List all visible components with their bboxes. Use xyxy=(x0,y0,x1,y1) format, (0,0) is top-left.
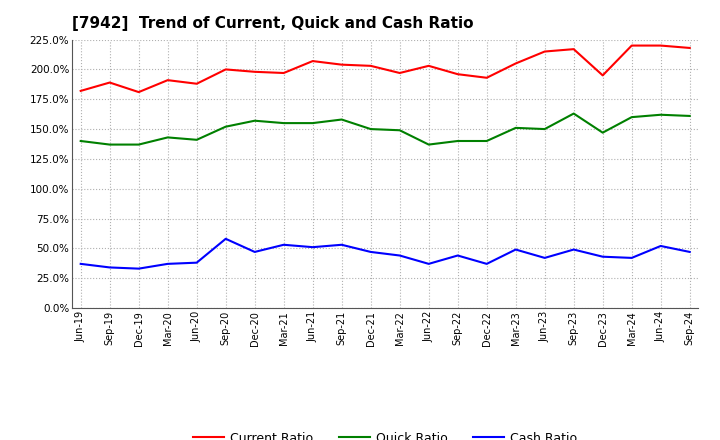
Cash Ratio xyxy=(221,236,230,242)
Quick Ratio xyxy=(627,114,636,120)
Current Ratio xyxy=(395,70,404,76)
Current Ratio xyxy=(163,77,172,83)
Cash Ratio xyxy=(135,266,143,271)
Cash Ratio xyxy=(598,254,607,259)
Quick Ratio xyxy=(366,126,375,132)
Cash Ratio xyxy=(338,242,346,247)
Current Ratio xyxy=(135,89,143,95)
Quick Ratio xyxy=(395,128,404,133)
Quick Ratio xyxy=(279,121,288,126)
Quick Ratio xyxy=(308,121,317,126)
Cash Ratio xyxy=(482,261,491,267)
Current Ratio xyxy=(541,49,549,54)
Cash Ratio xyxy=(570,247,578,252)
Cash Ratio xyxy=(105,265,114,270)
Quick Ratio xyxy=(105,142,114,147)
Cash Ratio xyxy=(541,255,549,260)
Current Ratio xyxy=(221,67,230,72)
Current Ratio xyxy=(511,61,520,66)
Current Ratio xyxy=(482,75,491,81)
Quick Ratio xyxy=(251,118,259,123)
Cash Ratio xyxy=(424,261,433,267)
Current Ratio xyxy=(76,88,85,94)
Cash Ratio xyxy=(685,249,694,255)
Line: Current Ratio: Current Ratio xyxy=(81,46,690,92)
Quick Ratio xyxy=(511,125,520,131)
Cash Ratio xyxy=(163,261,172,267)
Cash Ratio xyxy=(76,261,85,267)
Quick Ratio xyxy=(135,142,143,147)
Cash Ratio xyxy=(308,245,317,250)
Cash Ratio xyxy=(657,243,665,249)
Quick Ratio xyxy=(657,112,665,117)
Current Ratio xyxy=(366,63,375,69)
Current Ratio xyxy=(454,72,462,77)
Cash Ratio xyxy=(627,255,636,260)
Quick Ratio xyxy=(454,138,462,143)
Current Ratio xyxy=(308,59,317,64)
Current Ratio xyxy=(627,43,636,48)
Line: Cash Ratio: Cash Ratio xyxy=(81,239,690,269)
Cash Ratio xyxy=(511,247,520,252)
Line: Quick Ratio: Quick Ratio xyxy=(81,114,690,145)
Quick Ratio xyxy=(221,124,230,129)
Quick Ratio xyxy=(685,114,694,119)
Quick Ratio xyxy=(541,126,549,132)
Current Ratio xyxy=(570,47,578,52)
Quick Ratio xyxy=(598,130,607,135)
Quick Ratio xyxy=(163,135,172,140)
Quick Ratio xyxy=(570,111,578,116)
Cash Ratio xyxy=(192,260,201,265)
Cash Ratio xyxy=(251,249,259,255)
Quick Ratio xyxy=(192,137,201,143)
Quick Ratio xyxy=(424,142,433,147)
Current Ratio xyxy=(338,62,346,67)
Current Ratio xyxy=(424,63,433,69)
Quick Ratio xyxy=(338,117,346,122)
Text: [7942]  Trend of Current, Quick and Cash Ratio: [7942] Trend of Current, Quick and Cash … xyxy=(72,16,474,32)
Quick Ratio xyxy=(76,138,85,143)
Cash Ratio xyxy=(454,253,462,258)
Cash Ratio xyxy=(395,253,404,258)
Current Ratio xyxy=(657,43,665,48)
Cash Ratio xyxy=(279,242,288,247)
Current Ratio xyxy=(279,70,288,76)
Cash Ratio xyxy=(366,249,375,255)
Legend: Current Ratio, Quick Ratio, Cash Ratio: Current Ratio, Quick Ratio, Cash Ratio xyxy=(188,427,582,440)
Current Ratio xyxy=(685,45,694,51)
Current Ratio xyxy=(598,73,607,78)
Current Ratio xyxy=(251,69,259,74)
Current Ratio xyxy=(192,81,201,86)
Current Ratio xyxy=(105,80,114,85)
Quick Ratio xyxy=(482,138,491,143)
